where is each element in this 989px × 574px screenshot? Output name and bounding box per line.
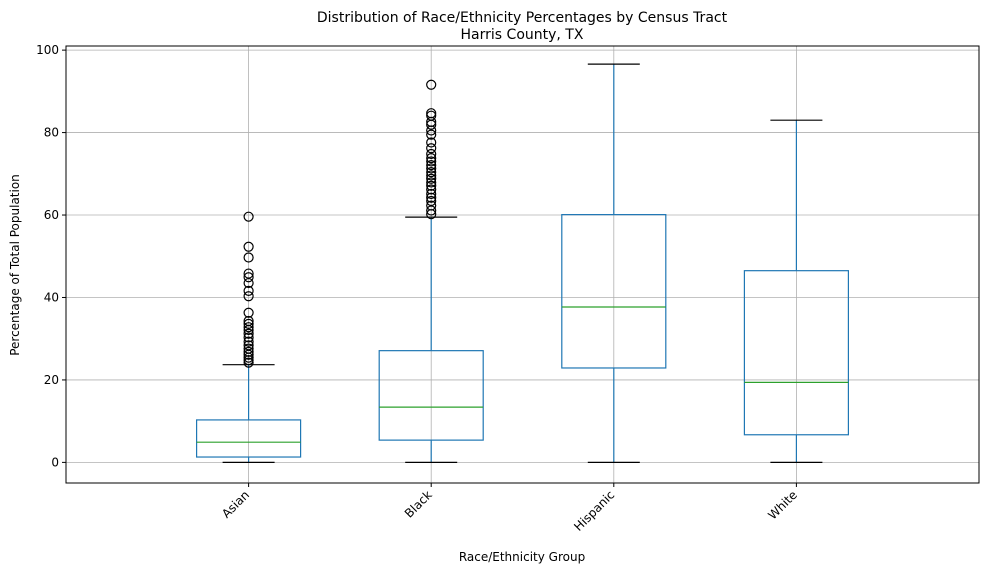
outlier-point	[426, 156, 437, 167]
chart-subtitle: Harris County, TX	[461, 27, 584, 43]
outlier-point	[426, 173, 437, 184]
outlier-point	[426, 170, 437, 181]
outlier-point	[243, 241, 254, 252]
outlier-point	[243, 268, 254, 279]
y-axis-label: Percentage of Total Population	[8, 174, 22, 356]
outlier-point	[426, 108, 437, 119]
x-tick-label: Asian	[219, 488, 252, 521]
outlier-point	[426, 137, 437, 148]
box-hispanic	[561, 63, 667, 463]
outlier-point	[426, 160, 437, 171]
outlier-point	[243, 346, 254, 357]
box-white	[743, 119, 850, 463]
outlier-point	[243, 285, 254, 296]
iqr-box	[743, 270, 850, 436]
outlier-point	[243, 332, 254, 343]
outlier-point	[243, 307, 254, 318]
y-tick-label: 80	[44, 126, 59, 140]
outlier-point	[426, 110, 437, 121]
outlier-point	[243, 340, 254, 351]
outlier-point	[426, 195, 437, 207]
outlier-point	[426, 129, 437, 140]
outlier-point	[426, 79, 437, 90]
outlier-point	[243, 328, 254, 339]
boxes-layer	[196, 63, 850, 463]
outlier-point	[243, 336, 254, 347]
chart-title: Distribution of Race/Ethnicity Percentag…	[317, 10, 728, 26]
y-tick-label: 100	[36, 43, 59, 57]
y-tick-label: 0	[51, 455, 59, 469]
box-black	[378, 79, 484, 463]
outlier-point	[243, 291, 254, 302]
iqr-box	[378, 350, 484, 441]
outlier-point	[426, 200, 437, 211]
x-tick-label: Hispanic	[571, 488, 617, 534]
y-tick-label: 60	[44, 208, 59, 222]
y-tick-label: 20	[44, 373, 59, 387]
outlier-point	[243, 211, 254, 222]
outlier-point	[426, 143, 437, 154]
iqr-box	[196, 419, 302, 458]
outlier-point	[426, 180, 437, 191]
outlier-point	[243, 357, 254, 368]
x-axis-label: Race/Ethnicity Group	[459, 550, 585, 564]
x-tick-label: White	[765, 488, 800, 523]
outlier-point	[243, 252, 254, 263]
outlier-point	[426, 188, 437, 200]
y-tick-label: 40	[44, 290, 59, 304]
outlier-point	[426, 184, 437, 195]
plot-area-frame	[65, 45, 980, 484]
outlier-point	[243, 272, 254, 283]
outlier-point	[426, 148, 437, 160]
box-asian	[196, 211, 302, 463]
outlier-point	[243, 343, 254, 354]
axis-ticks: 0 20 40 60 80 100 Asian Black Hispanic White	[36, 43, 800, 534]
outlier-point	[426, 163, 437, 174]
outlier-point	[243, 322, 254, 333]
x-tick-label: Black	[402, 488, 435, 521]
grid-lines	[66, 46, 979, 483]
outlier-point	[426, 153, 437, 164]
iqr-box	[561, 214, 667, 369]
outlier-point	[426, 192, 437, 203]
outlier-point	[426, 167, 437, 178]
outlier-point	[243, 318, 254, 329]
outlier-point	[243, 315, 254, 327]
outlier-point	[426, 177, 437, 188]
outlier-point	[243, 355, 254, 366]
